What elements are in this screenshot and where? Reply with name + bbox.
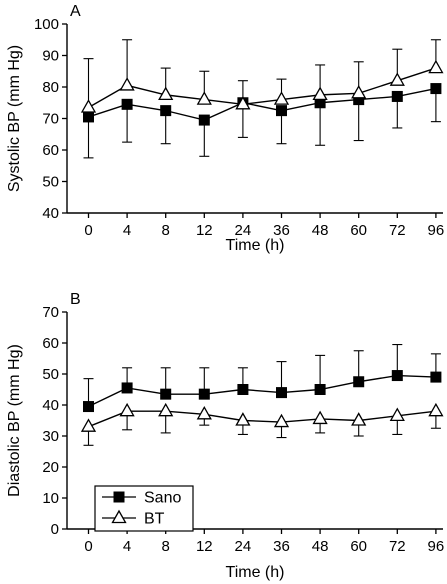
panel-b-y-axis-title: Diastolic BP (mm Hg) [6, 344, 23, 497]
panel-b-x-tick-label: 48 [312, 538, 329, 555]
panel-a-x-tick-label: 4 [123, 222, 131, 239]
panel-a-bt-point [428, 59, 444, 74]
panel-a-sano-point [391, 90, 403, 102]
panel-a-sano-point [198, 114, 210, 126]
panel-a-y-tick-label: 100 [34, 16, 59, 33]
panel-a-bt-point [351, 84, 367, 99]
legend-bt-label: BT [144, 511, 165, 528]
panel-b-x-tick-label: 60 [350, 538, 367, 555]
panel-a-x-tick-label: 8 [162, 222, 170, 239]
panel-a-x-tick-label: 60 [350, 222, 367, 239]
panel-b-y-tick-label: 60 [42, 335, 59, 352]
panel-a-y-tick-label: 70 [42, 111, 59, 128]
panel-a-y-tick-label: 50 [42, 174, 59, 191]
panel-a-y-tick-label: 90 [42, 48, 59, 65]
panel-a-bt-point [389, 72, 405, 86]
panel-b-x-tick-label: 4 [123, 538, 131, 555]
panel-a-bt-point [273, 91, 290, 105]
panel-b-x-tick-label: 24 [235, 538, 252, 555]
panel-a-bt-line [88, 67, 437, 109]
panel-b-sano-point [83, 401, 94, 413]
panel-a-sano-line [88, 87, 437, 121]
panel-a-x-tick-label: 12 [196, 222, 213, 239]
panel-b-sano-point [237, 384, 249, 395]
panel-b-x-axis-title: Time (h) [226, 564, 285, 581]
panel-a-sano-point [276, 105, 287, 117]
panel-b-sano-point [198, 388, 210, 400]
panel-a-y-axis-title: Systolic BP (mm Hg) [6, 45, 23, 192]
panel-b-sano-point [391, 370, 403, 382]
legend-box [94, 485, 194, 532]
panel-a-sano-point [430, 83, 442, 95]
panel-b-y-tick-label: 10 [42, 490, 59, 507]
panel-b-bt-point [196, 405, 212, 420]
panel-b-x-tick-label: 96 [428, 538, 445, 555]
panel-b-bt-point [119, 402, 135, 417]
panel-b-y-tick-label: 40 [42, 397, 59, 414]
panel-b-label: B [70, 291, 81, 308]
panel-b-sano-point [160, 388, 172, 400]
panel-b-sano-point [430, 371, 442, 383]
panel-b-y-tick-label: 50 [42, 366, 59, 383]
panel-b-bt-point [235, 412, 251, 426]
panel-a-x-tick-label: 48 [312, 222, 329, 239]
panel-b-bt-point [312, 410, 328, 425]
panel-a-plot-area [66, 24, 443, 214]
panel-a-x-tick-label: 0 [84, 222, 92, 239]
panel-a-x-tick-label: 24 [235, 222, 252, 239]
panel-a-bt-point [119, 77, 135, 91]
legend: Sano BT [94, 485, 194, 532]
panel-a-bt-point [196, 91, 212, 105]
panel-b-y-tick-label: 0 [51, 521, 59, 538]
panel-a-y-tick-label: 80 [42, 79, 59, 96]
panel-a-sano-point [160, 105, 172, 117]
panel-a-x-tick-label: 36 [273, 222, 290, 239]
panel-b-bt-point [158, 402, 174, 417]
panel-b-x-tick-label: 36 [273, 538, 290, 555]
panel-b-sano-point [121, 382, 133, 394]
panel-a-y-tick-label: 60 [42, 142, 59, 159]
panel-b-bt-point [351, 412, 367, 426]
panel-b-bt-point [389, 407, 405, 422]
panel-a-x-axis-title: Time (h) [226, 237, 285, 254]
panel-b-sano-point [276, 387, 287, 399]
legend-sano-marker [113, 491, 125, 503]
panel-a-sano-point [314, 97, 326, 109]
panel-b-x-tick-label: 0 [84, 538, 92, 555]
panel-a-bt-point [235, 96, 251, 110]
panel-a-x-tick-label: 72 [389, 222, 406, 239]
panel-b-sano-line [88, 374, 436, 408]
panel-b-bt-line [88, 410, 436, 428]
panel-a-x-tick-label: 96 [428, 222, 445, 239]
panel-b-bt-point [80, 418, 97, 432]
panel-b-bt-point [428, 402, 444, 417]
panel-a-bt-point [80, 99, 97, 113]
panel-a-label: A [70, 3, 81, 20]
legend-bt-marker [111, 509, 127, 524]
panel-b-y-tick-label: 20 [42, 459, 59, 476]
panel-a-sano-point [353, 94, 365, 106]
panel-a-bt-point [158, 86, 174, 101]
panel-a-y-tick-label: 40 [42, 205, 59, 222]
panel-b-x-tick-label: 8 [162, 538, 170, 555]
panel-a-sano-point [83, 111, 94, 123]
panel-b-sano-point [314, 384, 326, 395]
legend-sano-label: Sano [144, 490, 181, 507]
panel-b-sano-point [353, 376, 365, 388]
panel-a-sano-point [121, 98, 133, 110]
panel-b-bt-point [273, 413, 290, 428]
panel-b-x-tick-label: 72 [389, 538, 406, 555]
panel-b-y-tick-label: 70 [42, 304, 59, 321]
panel-b-y-tick-label: 30 [42, 428, 59, 445]
panel-b-x-tick-label: 12 [196, 538, 213, 555]
panel-a-bt-point [312, 86, 328, 101]
